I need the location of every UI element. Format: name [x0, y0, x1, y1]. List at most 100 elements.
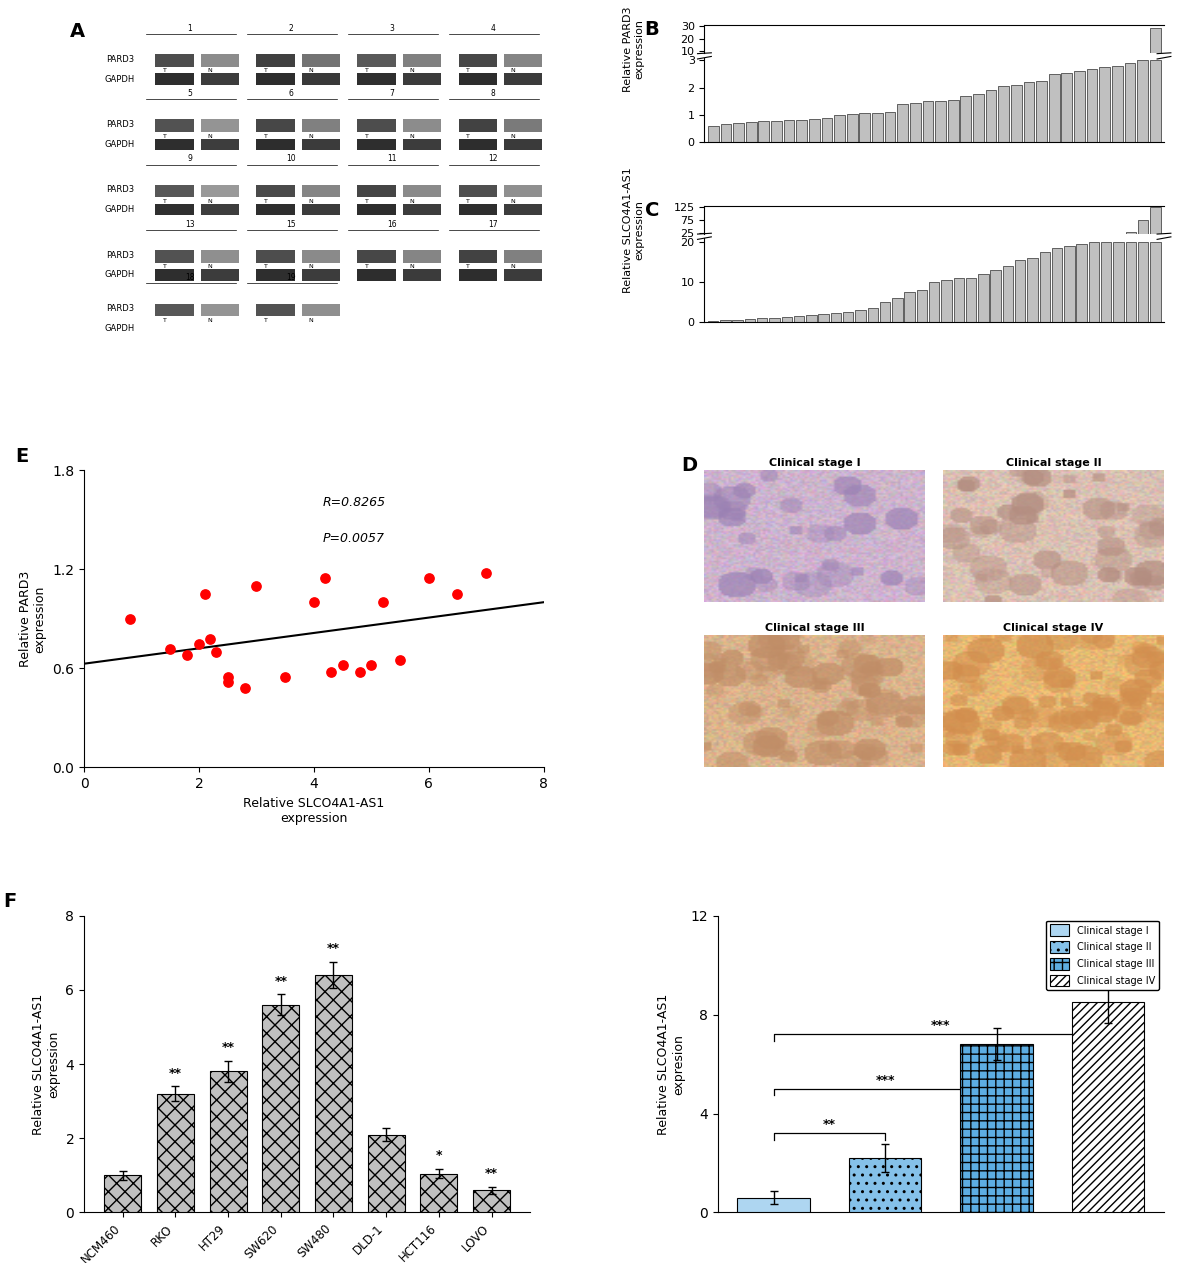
Bar [302, 269, 341, 280]
Bar [954, 278, 964, 322]
Bar [473, 1190, 510, 1212]
Bar [302, 323, 341, 333]
Bar [720, 320, 731, 322]
Bar [403, 184, 442, 197]
Text: B: B [644, 20, 660, 39]
Text: N: N [208, 134, 212, 139]
Title: Clinical stage IV: Clinical stage IV [1003, 623, 1104, 633]
Text: GAPDH: GAPDH [104, 323, 134, 333]
Text: N: N [208, 264, 212, 269]
Text: T: T [466, 198, 469, 203]
Text: N: N [511, 264, 516, 269]
Bar [504, 73, 542, 85]
Text: PARD3: PARD3 [107, 251, 134, 260]
Bar [929, 282, 940, 322]
Text: N: N [308, 264, 313, 269]
Bar [1126, 242, 1136, 322]
Point [419, 567, 438, 587]
Bar [898, 105, 908, 141]
Point [350, 662, 370, 682]
Bar [257, 303, 295, 316]
Bar [155, 54, 193, 67]
Text: T: T [466, 134, 469, 139]
Point [373, 592, 392, 613]
Text: GAPDH: GAPDH [104, 205, 134, 215]
Text: T: T [264, 68, 268, 73]
Bar [1015, 260, 1026, 322]
Text: T: T [264, 317, 268, 322]
Bar [905, 292, 914, 322]
Text: N: N [511, 198, 516, 203]
Bar [1150, 207, 1160, 240]
Point [304, 592, 323, 613]
Bar [458, 120, 497, 133]
Bar [155, 184, 193, 197]
Bar [1003, 266, 1013, 322]
Bar [302, 73, 341, 85]
Text: N: N [308, 68, 313, 73]
Bar [818, 314, 829, 322]
Bar [200, 120, 239, 133]
Text: T: T [162, 317, 167, 322]
Bar [316, 975, 352, 1212]
Text: F: F [4, 892, 17, 911]
Bar [1087, 69, 1097, 141]
Bar [157, 1094, 194, 1212]
Bar [155, 303, 193, 316]
Text: N: N [409, 68, 414, 73]
Bar [859, 114, 870, 141]
Bar [358, 184, 396, 197]
Bar [935, 101, 946, 141]
Point [190, 634, 209, 654]
Bar [1039, 253, 1050, 322]
Bar [210, 1071, 246, 1212]
Text: **: ** [485, 1167, 498, 1180]
Bar [155, 323, 193, 333]
Bar [155, 73, 193, 85]
Bar [781, 317, 792, 322]
Bar [1150, 28, 1160, 63]
Text: 12: 12 [488, 154, 498, 163]
Bar [200, 139, 239, 150]
Y-axis label: Relative PARD3
expression: Relative PARD3 expression [18, 571, 47, 667]
Bar [1049, 75, 1060, 141]
Bar [458, 250, 497, 263]
Bar [830, 313, 841, 322]
Bar [367, 1134, 404, 1212]
Point [218, 667, 238, 687]
Bar [847, 115, 858, 141]
Bar [200, 250, 239, 263]
Bar [990, 270, 1001, 322]
Text: 11: 11 [388, 154, 397, 163]
Bar [200, 73, 239, 85]
Bar [1102, 242, 1111, 322]
Text: N: N [308, 134, 313, 139]
Bar [458, 73, 497, 85]
Y-axis label: Relative SLCO4A1-AS1
expression: Relative SLCO4A1-AS1 expression [623, 167, 644, 293]
Text: ***: *** [875, 1074, 895, 1087]
Text: T: T [365, 68, 368, 73]
Bar [848, 1158, 922, 1212]
Point [361, 655, 380, 676]
Bar [1114, 234, 1123, 240]
Text: **: ** [823, 1118, 835, 1132]
Bar [504, 269, 542, 280]
Text: **: ** [326, 942, 340, 955]
Bar [806, 314, 816, 322]
Bar [745, 318, 755, 322]
Bar [772, 120, 781, 141]
Text: 3: 3 [390, 24, 395, 33]
Bar [1024, 82, 1034, 141]
Bar [263, 1004, 299, 1212]
Bar [403, 269, 442, 280]
Bar [1138, 61, 1148, 141]
Bar [504, 139, 542, 150]
Bar [358, 54, 396, 67]
Title: Clinical stage II: Clinical stage II [1006, 458, 1102, 469]
Point [178, 645, 197, 666]
Text: T: T [264, 264, 268, 269]
Text: 15: 15 [286, 220, 295, 229]
Bar [880, 302, 890, 322]
Bar [458, 205, 497, 215]
Bar [797, 120, 808, 141]
